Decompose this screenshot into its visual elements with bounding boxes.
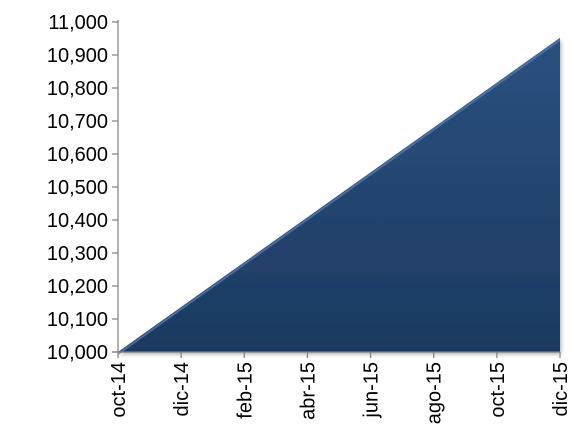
y-tick-label: 10,600	[47, 144, 108, 166]
y-tick-label: 11,000	[48, 12, 108, 34]
x-tick-label: jun-15	[361, 362, 383, 419]
y-tick-label: 10,300	[47, 243, 108, 265]
area-series	[118, 37, 560, 353]
x-tick-label: ago-15	[424, 362, 446, 424]
axes	[112, 20, 561, 358]
x-tick-label: dic-14	[171, 362, 193, 416]
plot-area	[117, 37, 561, 355]
y-tick-label: 10,400	[47, 210, 108, 232]
tick-labels: 10,000 10,100 10,200 10,300 10,400 10,500 10,6…	[47, 12, 572, 424]
x-tick-label: oct-15	[487, 362, 509, 418]
y-tick-label: 10,900	[47, 45, 108, 67]
x-tick-label: dic-15	[550, 362, 572, 416]
y-tick-label: 10,100	[47, 309, 108, 331]
area-top-highlight	[117, 39, 561, 355]
x-tick-label: feb-15	[234, 362, 256, 419]
x-tick-label: oct-14	[108, 362, 130, 418]
y-tick-label: 10,500	[47, 177, 108, 199]
y-tick-label: 10,000	[47, 342, 108, 364]
y-tick-label: 10,200	[47, 276, 108, 298]
x-tick-label: abr-15	[297, 362, 319, 420]
y-tick-label: 10,700	[47, 111, 108, 133]
y-tick-label: 10,800	[47, 78, 108, 100]
